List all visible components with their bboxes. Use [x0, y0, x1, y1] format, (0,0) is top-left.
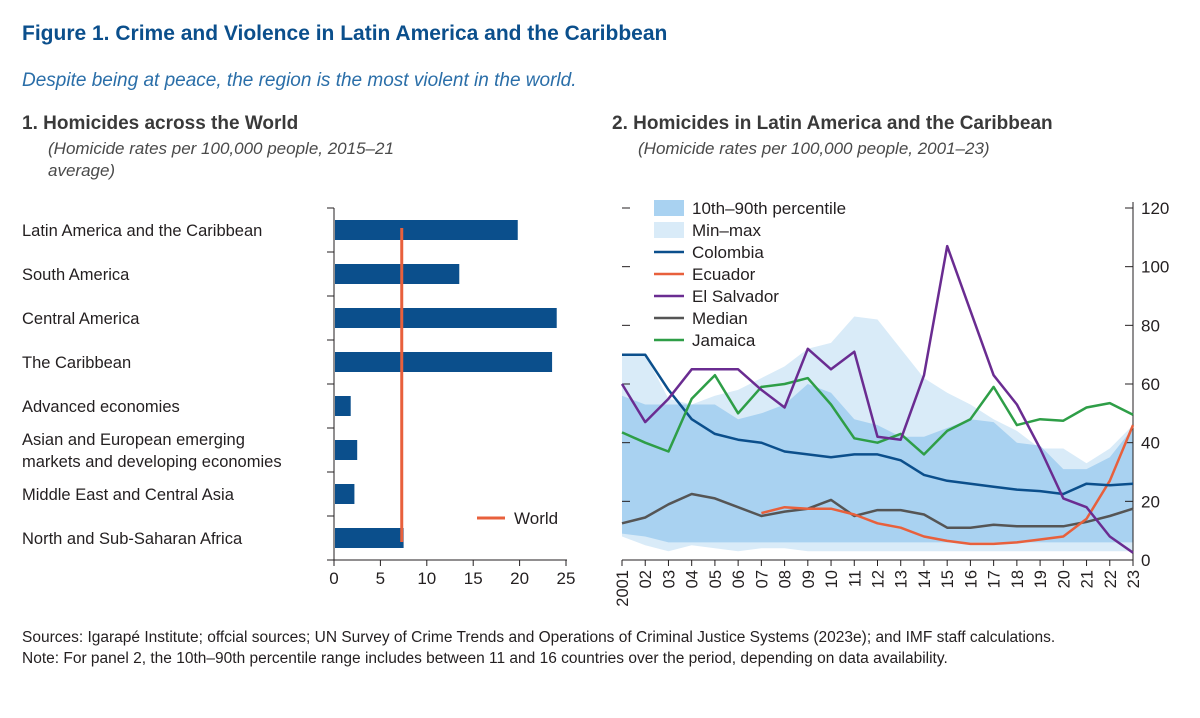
series-ecuador	[761, 424, 1135, 546]
category-label: Asian and European emerging	[22, 431, 245, 449]
category-label: The Caribbean	[22, 354, 131, 372]
x-tick-label: 12	[870, 570, 888, 588]
bar-asian-and-european-emerging-markets-and-developing-economies	[335, 440, 358, 460]
x-tick-label: 18	[1009, 570, 1027, 588]
x-tick-label: 06	[730, 570, 748, 588]
x-tick-label: 15	[464, 569, 483, 588]
legend-label-jamaica: Jamaica	[692, 331, 756, 350]
legend-label-colombia: Colombia	[692, 243, 764, 262]
y-tick-label: 60	[1141, 375, 1160, 394]
footer-sources: Sources: Igarapé Institute; offcial sour…	[22, 629, 1056, 646]
panel1-subtitle: (Homicide rates per 100,000 people, 2015…	[48, 138, 394, 182]
figure-title: Figure 1. Crime and Violence in Latin Am…	[22, 22, 668, 45]
homicides-world-bar-chart: Latin America and the Caribbean South Ame…	[22, 207, 576, 588]
x-tick-label: 02	[637, 570, 655, 588]
x-tick-label: 10	[417, 569, 436, 588]
panel1-subtitle-line2: average)	[48, 161, 116, 180]
x-tick-label: 19	[1032, 570, 1050, 588]
category-label: South America	[22, 266, 130, 284]
legend-world-label: World	[514, 509, 558, 528]
legend-label-10th-90th-percentile: 10th–90th percentile	[692, 199, 846, 218]
bar-central-america	[335, 308, 557, 328]
footer-note: Note: For panel 2, the 10th–90th percent…	[22, 650, 948, 667]
category-label: markets and developing economies	[22, 453, 282, 471]
bar-advanced-economies	[335, 396, 351, 416]
x-tick-label: 10	[823, 570, 841, 588]
x-tick-label: 09	[800, 570, 818, 588]
x-tick-label: 05	[707, 570, 725, 588]
band-10th-90th-percentile	[622, 384, 1133, 543]
y-tick-label: 0	[1141, 551, 1150, 570]
panel2-title: 2. Homicides in Latin America and the Ca…	[612, 113, 1053, 134]
x-tick-label: 5	[376, 569, 385, 588]
legend-label-min-max: Min–max	[692, 221, 761, 240]
x-tick-label: 07	[753, 570, 771, 588]
category-label: Central America	[22, 310, 140, 328]
x-tick-label: 08	[777, 570, 795, 588]
panel1-title: 1. Homicides across the World	[22, 113, 299, 134]
x-tick-label: 14	[916, 570, 934, 588]
x-tick-label: 04	[684, 570, 702, 588]
x-tick-label: 16	[962, 570, 980, 588]
series-colombia	[622, 353, 1134, 496]
series-el-salvador	[620, 244, 1134, 554]
x-tick-label: 23	[1125, 570, 1143, 588]
y-tick-label: 40	[1141, 434, 1160, 453]
x-tick-label: 11	[846, 570, 864, 587]
x-tick-label: 21	[1079, 570, 1097, 588]
x-tick-label: 22	[1102, 570, 1120, 588]
y-tick-label: 100	[1141, 258, 1169, 277]
legend-swatch-10th-90th-percentile	[654, 200, 684, 216]
category-label: Advanced economies	[22, 398, 180, 416]
x-tick-label: 0	[329, 569, 338, 588]
x-tick-label: 03	[660, 570, 678, 588]
x-tick-label: 2001	[614, 570, 632, 607]
x-tick-label: 20	[1055, 570, 1073, 588]
category-label: Middle East and Central Asia	[22, 486, 235, 504]
legend-label-ecuador: Ecuador	[692, 265, 756, 284]
figure-subtitle: Despite being at peace, the region is th…	[22, 70, 577, 91]
category-label: North and Sub-Saharan Africa	[22, 530, 243, 548]
y-tick-label: 120	[1141, 199, 1169, 218]
bar-south-america	[335, 264, 460, 284]
x-tick-label: 20	[510, 569, 529, 588]
panel2-subtitle: (Homicide rates per 100,000 people, 2001…	[638, 139, 990, 158]
x-tick-label: 15	[939, 570, 957, 588]
bar-the-caribbean	[335, 352, 553, 372]
bar-latin-america-and-the-caribbean	[335, 220, 518, 240]
category-label: Latin America and the Caribbean	[22, 222, 262, 240]
x-tick-label: 25	[557, 569, 576, 588]
x-tick-label: 17	[986, 570, 1004, 588]
bar-middle-east-and-central-asia	[335, 484, 355, 504]
series-jamaica	[621, 373, 1134, 456]
legend-swatch-min-max	[654, 222, 684, 238]
homicides-lac-line-chart: 0 20 40 60 80 100 120 2001 02 03 04 05 06 07 08 09 10 11 1…	[614, 199, 1169, 607]
x-tick-label: 13	[893, 570, 911, 588]
y-tick-label: 80	[1141, 316, 1160, 335]
figure-footer: Sources: Igarapé Institute; offcial sour…	[22, 627, 1182, 669]
bar-north-and-sub-saharan-africa	[335, 528, 404, 548]
series-median	[621, 492, 1134, 529]
y-tick-label: 20	[1141, 492, 1160, 511]
legend-label-median: Median	[692, 309, 748, 328]
panel1-subtitle-line1: (Homicide rates per 100,000 people, 2015…	[48, 139, 394, 158]
legend-label-el-salvador: El Salvador	[692, 287, 779, 306]
